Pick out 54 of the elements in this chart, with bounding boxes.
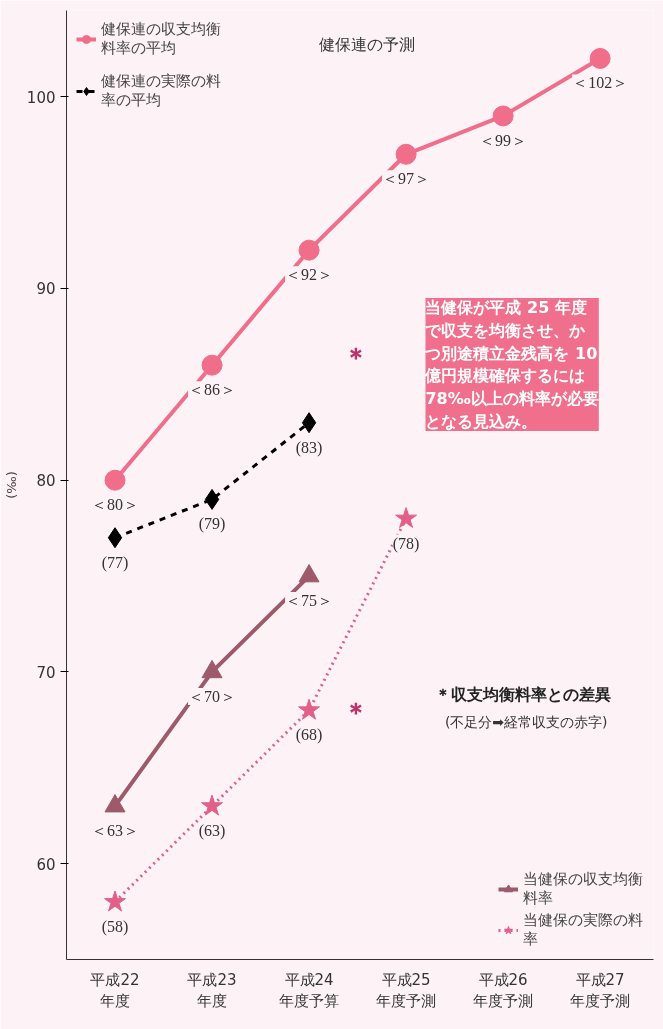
point xyxy=(298,698,321,720)
legend-label: 健保連の収支均衡料率の平均 xyxy=(101,20,221,58)
point xyxy=(589,47,611,69)
legend-label: 健保連の実際の料率の平均 xyxy=(101,72,221,110)
annotation: 当健保が平成 25 年度で収支を均衡させ、かつ別途積立金残高を 10 億円規模確保するには78‰以上の料率が必要となる見込み。 xyxy=(424,298,599,432)
x-tick-label: 平成27 年度予測 xyxy=(570,970,631,1011)
data-label: ＜70＞ xyxy=(188,687,237,705)
data-label: (58) xyxy=(101,917,129,936)
annotation: (不足分➡経常収支の赤字) xyxy=(444,714,608,731)
y-tick-label: 100 xyxy=(26,88,56,107)
point xyxy=(492,105,514,127)
x-tick-label: 平成22 年度 xyxy=(90,970,140,1011)
y-tick-label: 80 xyxy=(36,472,56,491)
y-tick-label: 90 xyxy=(36,280,56,299)
point xyxy=(395,143,417,165)
point xyxy=(107,527,123,549)
data-label: (68) xyxy=(295,726,323,745)
legend-label: 当健保の実際の料率 xyxy=(523,911,643,949)
x-tick-label: 平成24 年度予算 xyxy=(279,970,340,1011)
point xyxy=(201,354,223,376)
data-label: (79) xyxy=(198,515,226,534)
y-axis-title: (‰) xyxy=(3,471,19,499)
data-label: ＜97＞ xyxy=(382,170,431,188)
data-label: (63) xyxy=(198,822,226,841)
data-label: ＜102＞ xyxy=(572,74,629,92)
point xyxy=(201,794,223,816)
data-label: (83) xyxy=(295,438,323,457)
point xyxy=(104,890,126,912)
x-tick-label: 平成25 年度予測 xyxy=(376,970,437,1011)
point xyxy=(301,412,317,434)
data-label: ＜75＞ xyxy=(285,592,334,610)
annotation: ＊ xyxy=(343,696,370,727)
point xyxy=(204,488,220,510)
x-tick-label: 平成26 年度予測 xyxy=(473,970,534,1011)
legend-label: 当健保の収支均衡料率 xyxy=(523,870,643,908)
data-label: ＜92＞ xyxy=(285,266,334,284)
point xyxy=(298,239,320,261)
point xyxy=(395,507,418,528)
point xyxy=(298,564,320,583)
data-label: ＜63＞ xyxy=(91,822,140,840)
annotation: ＊ xyxy=(343,342,370,373)
y-tick-label: 60 xyxy=(36,855,56,874)
y-tick-label: 70 xyxy=(36,663,56,682)
data-label: ＜99＞ xyxy=(479,131,528,149)
x-tick-label: 平成23 年度 xyxy=(187,970,237,1011)
point xyxy=(104,794,126,813)
data-label: ＜86＞ xyxy=(188,381,237,399)
data-label: ＜80＞ xyxy=(91,496,140,514)
data-label: (78) xyxy=(392,534,420,553)
point xyxy=(104,469,126,491)
annotation: ＊収支均衡料率との差異 xyxy=(435,685,612,705)
point xyxy=(201,659,223,679)
data-label: (77) xyxy=(101,553,129,572)
annotation: 健保連の予測 xyxy=(318,35,415,55)
